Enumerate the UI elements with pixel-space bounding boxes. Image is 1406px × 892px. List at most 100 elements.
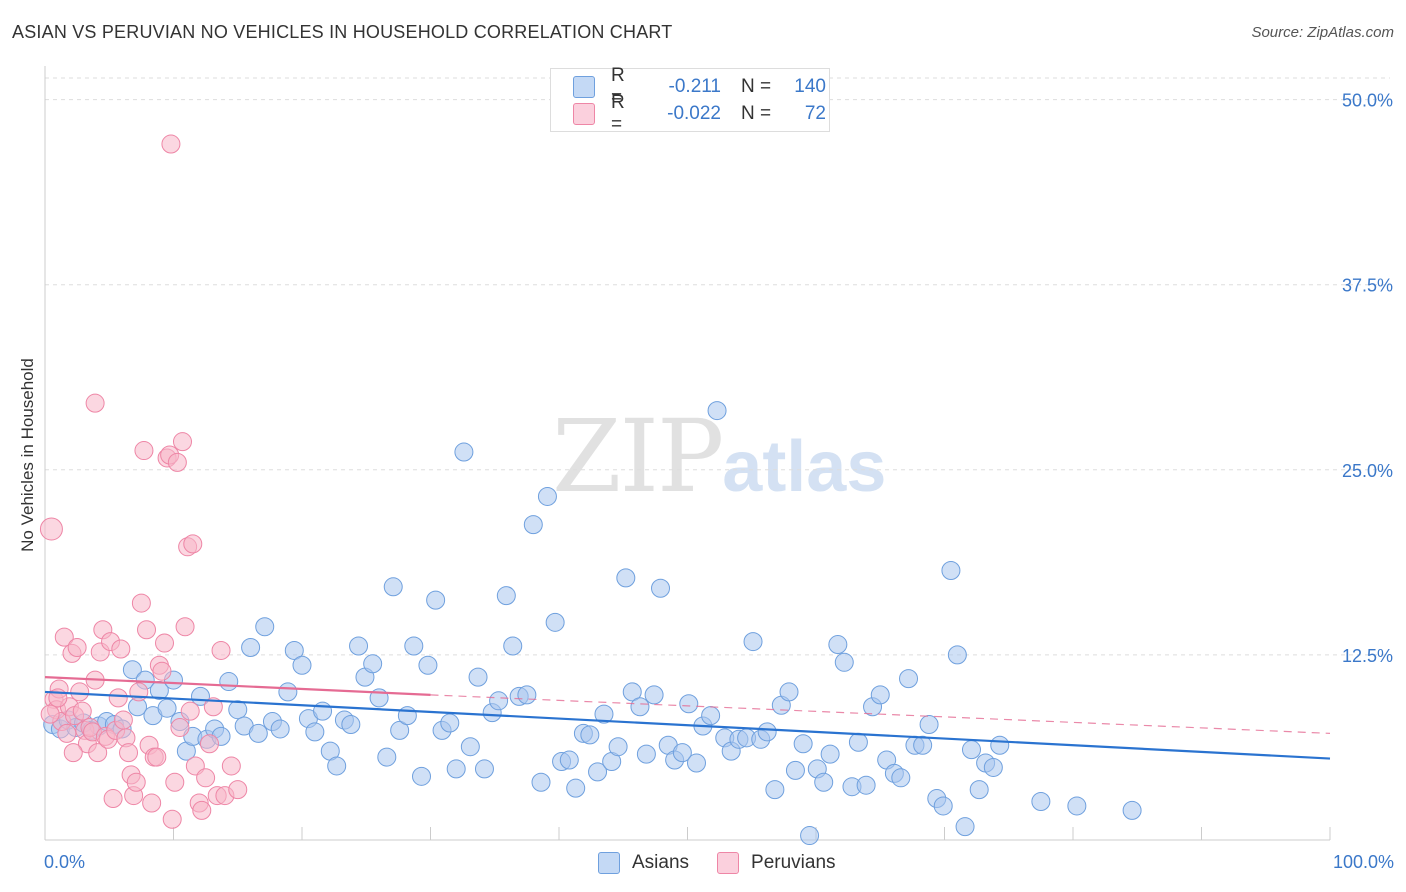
legend-swatch-asians — [573, 76, 595, 98]
asian-point — [566, 778, 586, 798]
x-axis-min-label: 0.0% — [44, 852, 86, 872]
peruvian-point — [137, 620, 157, 640]
peruvian-point — [161, 134, 181, 154]
legend-r-value: -0.022 — [667, 103, 721, 124]
watermark: ZIPatlas — [552, 398, 886, 515]
asian-point — [255, 617, 275, 637]
asian-point — [961, 740, 981, 760]
series-legend-peruvians: Peruvians — [717, 852, 836, 874]
peruvian-point — [183, 534, 203, 554]
peruvian-point — [113, 710, 133, 730]
legend-row-peruvians: R = -0.022 N = 72 — [573, 92, 826, 135]
asian-point — [426, 590, 446, 610]
asian-point — [785, 760, 805, 780]
peruvian-point — [192, 800, 212, 820]
asian-point — [454, 442, 474, 462]
asian-point — [390, 720, 410, 740]
asian-point — [523, 515, 543, 535]
peruvian-point — [147, 747, 167, 767]
peruvian-point — [126, 772, 146, 792]
asian-point — [278, 682, 298, 702]
peruvian-point — [70, 682, 90, 702]
points-asians — [43, 401, 1142, 846]
legend-row-asians: R = -0.211 N = 140 — [573, 65, 826, 108]
asian-point — [284, 640, 304, 660]
series-swatch-peruvians — [717, 852, 740, 874]
asian-point — [594, 704, 614, 724]
peruvian-point — [72, 701, 92, 721]
asian-point — [622, 682, 642, 702]
legend-n-value: 140 — [794, 76, 826, 97]
asian-point — [517, 685, 537, 705]
asian-point — [412, 766, 432, 786]
asian-point — [489, 691, 509, 711]
asian-point — [1122, 800, 1142, 820]
y-tick-label: 37.5% — [1342, 276, 1393, 296]
peruvian-point — [172, 432, 192, 452]
peruvian-point — [119, 743, 139, 763]
asian-point — [870, 685, 890, 705]
asian-point — [219, 672, 239, 692]
watermark-zip: ZIP — [552, 398, 724, 515]
watermark-atlas: atlas — [722, 427, 887, 507]
legend-n-label: N = — [741, 76, 772, 97]
asian-point — [608, 737, 628, 757]
asian-point — [793, 734, 813, 754]
asian-point — [270, 719, 290, 739]
peruvian-point — [129, 682, 149, 702]
peruvian-point — [162, 809, 182, 829]
asian-point — [947, 645, 967, 665]
peruvian-point — [108, 688, 128, 708]
peruvian-point — [88, 743, 108, 763]
asian-point — [672, 743, 692, 763]
y-tick-label: 25.0% — [1342, 461, 1393, 481]
series-swatch-asians — [598, 852, 620, 874]
peruvian-point — [57, 723, 77, 743]
peruvian-point — [63, 743, 83, 763]
chart-title: ASIAN VS PERUVIAN NO VEHICLES IN HOUSEHO… — [12, 22, 673, 42]
peruvian-point — [199, 734, 219, 754]
asian-point — [503, 636, 523, 656]
asian-point — [743, 632, 763, 652]
asian-point — [531, 772, 551, 792]
peruvian-point — [67, 638, 87, 657]
stats-legend: R = -0.211 N = 140 R = -0.022 N = 72 — [550, 65, 830, 135]
asian-point — [327, 756, 347, 776]
series-label-asians: Asians — [632, 852, 690, 873]
asian-point — [305, 722, 325, 742]
asian-point — [800, 826, 820, 846]
legend-n-label: N = — [741, 103, 772, 124]
asian-point — [990, 735, 1010, 755]
asian-point — [644, 685, 664, 705]
asian-point — [377, 747, 397, 767]
peruvian-point — [155, 633, 175, 653]
asian-point — [292, 655, 312, 675]
asian-point — [440, 713, 460, 733]
grid-lines — [45, 77, 1390, 656]
asian-point — [983, 757, 1003, 777]
peruvian-point — [211, 640, 231, 660]
asian-point — [757, 722, 777, 742]
asian-point — [630, 697, 650, 717]
asian-point — [616, 568, 636, 588]
series-label-peruvians: Peruvians — [751, 852, 836, 873]
asian-point — [941, 561, 961, 580]
asian-point — [496, 586, 516, 606]
asian-point — [228, 700, 248, 720]
asian-point — [1067, 796, 1087, 816]
peruvian-point — [85, 393, 105, 413]
points-peruvians — [39, 134, 248, 829]
asian-point — [913, 735, 933, 755]
asian-point — [899, 669, 919, 689]
asian-point — [707, 401, 727, 421]
y-tick-label: 12.5% — [1342, 646, 1393, 666]
asian-point — [779, 682, 799, 702]
asian-point — [814, 772, 834, 792]
asian-point — [891, 768, 911, 788]
peruvian-point — [111, 639, 131, 659]
legend-n-value: 72 — [804, 103, 826, 124]
peruvian-point — [180, 701, 200, 721]
asian-point — [701, 706, 721, 726]
asian-point — [248, 723, 268, 743]
